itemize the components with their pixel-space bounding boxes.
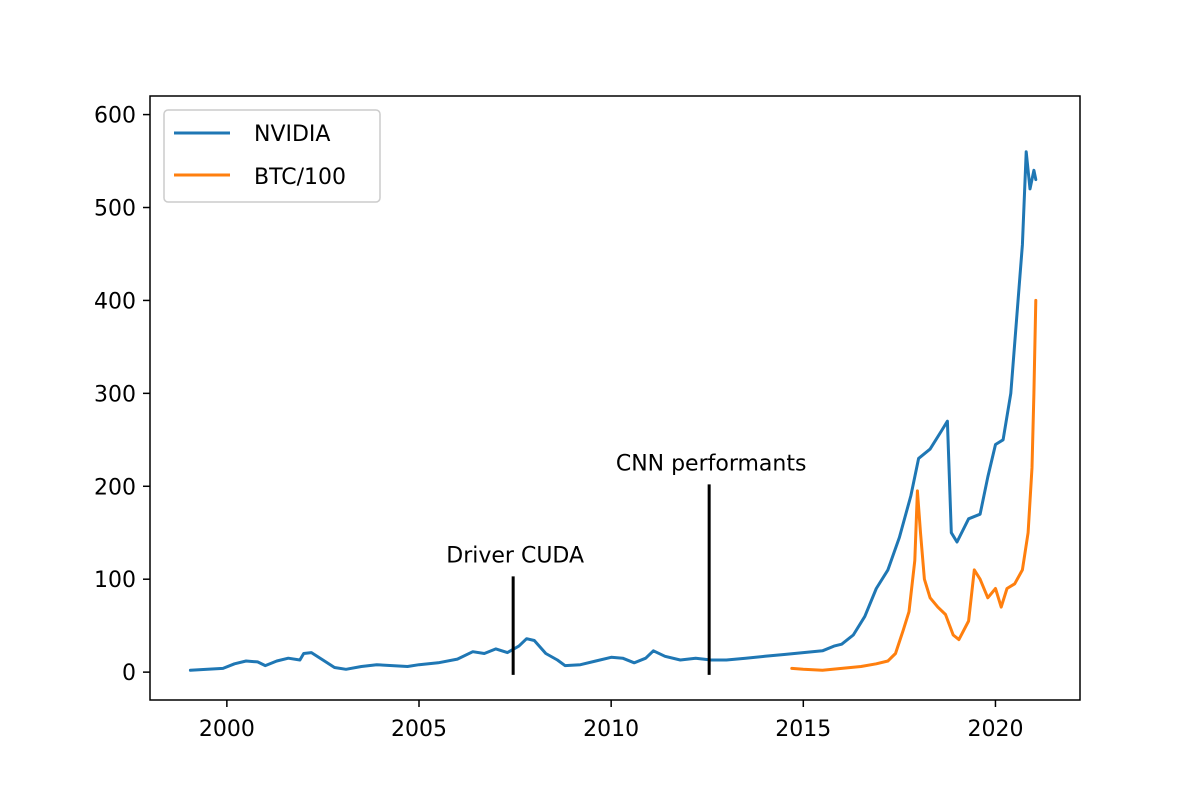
x-tick-label-2015: 2015 [775, 717, 831, 742]
y-tick-label-100: 100 [94, 568, 136, 593]
x-tick-label-2000: 2000 [199, 717, 255, 742]
annotation-layer: Driver CUDA CNN performants [446, 451, 807, 675]
x-tick-label-2005: 2005 [391, 717, 447, 742]
legend-label-btc: BTC/100 [254, 165, 346, 190]
series-layer [188, 150, 1038, 672]
legend-label-nvidia: NVIDIA [254, 122, 330, 147]
y-tick-label-0: 0 [122, 661, 136, 686]
x-tick-label-2020: 2020 [967, 717, 1023, 742]
annotation-label-0: Driver CUDA [446, 543, 584, 568]
x-tick-label-2010: 2010 [583, 717, 639, 742]
y-tick-label-200: 200 [94, 475, 136, 500]
y-tick-label-400: 400 [94, 289, 136, 314]
y-axis: 0 100 200 300 400 500 600 [94, 104, 150, 686]
y-tick-label-600: 600 [94, 104, 136, 129]
x-axis: 2000 2005 2010 2015 2020 [199, 700, 1023, 742]
annotation-label-1: CNN performants [616, 451, 807, 476]
legend: NVIDIA BTC/100 [163, 109, 381, 203]
plot-frame [149, 95, 1081, 701]
y-tick-label-300: 300 [94, 382, 136, 407]
series-line-nvidia [188, 150, 1038, 672]
series-line-btc-100 [790, 298, 1038, 672]
y-tick-label-500: 500 [94, 197, 136, 222]
